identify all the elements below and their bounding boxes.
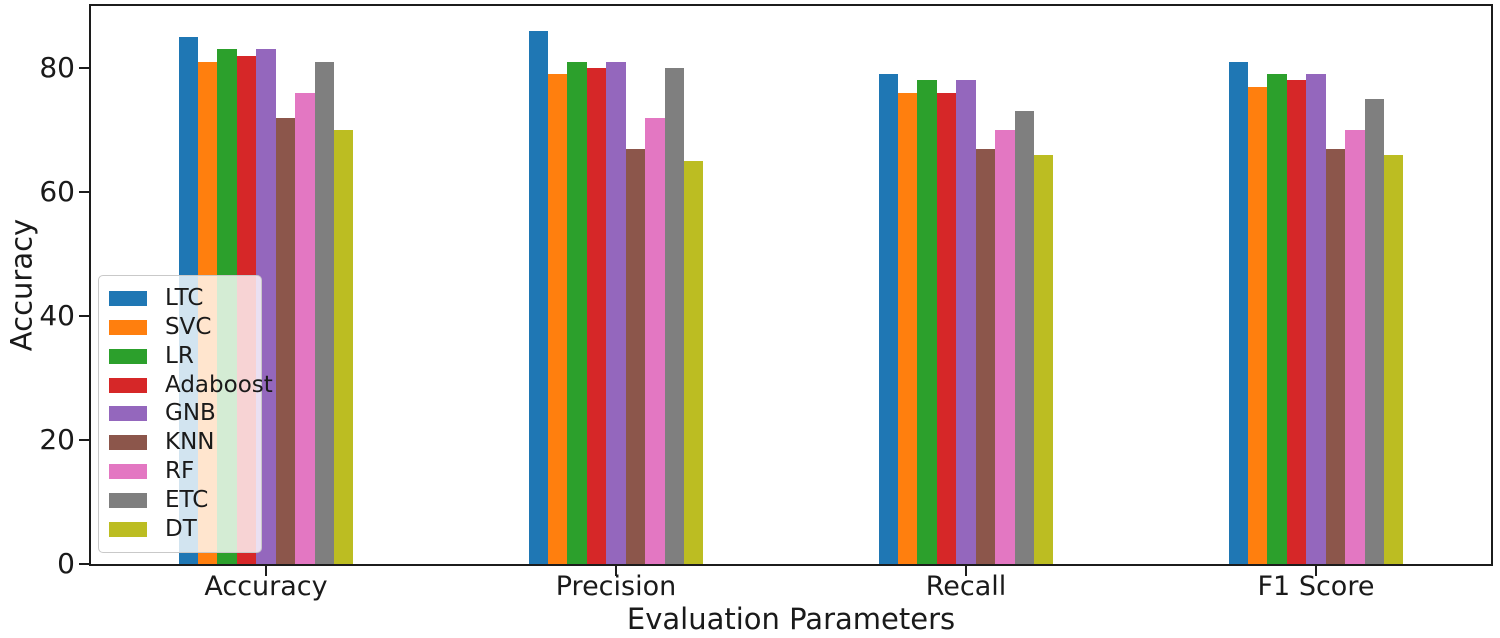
legend-item-svc: SVC [109,313,251,340]
bar-rf-accuracy [295,92,315,564]
y-tick-label-60: 60 [39,175,75,208]
bar-rf-recall [995,130,1015,564]
bar-knn-precision [625,148,646,564]
bar-knn-f1-score [1325,148,1346,564]
legend-swatch-icon [109,290,147,306]
bar-adaboost-precision [586,68,607,564]
legend-item-dt: DT [109,518,251,541]
y-tick-mark [79,439,89,441]
legend-item-gnb: GNB [109,402,251,425]
bar-dt-accuracy [334,130,354,564]
bar-groups-container [91,6,1491,564]
x-tick-mark [615,566,617,576]
bar-gnb-precision [606,61,626,564]
y-tick-mark [79,315,89,317]
bar-rf-precision [645,117,665,564]
legend-item-knn: KNN [109,431,251,454]
x-tick-label-recall: Recall [925,571,1007,602]
bar-etc-precision [664,68,684,564]
bar-lr-recall [917,80,937,564]
bar-lr-precision [567,61,587,564]
y-tick-label-40: 40 [39,299,75,333]
x-tick-label-accuracy: Accuracy [204,571,328,602]
x-tick-label-precision: Precision [555,571,677,602]
legend-swatch-icon [109,464,147,480]
y-tick-label-0: 0 [57,547,75,580]
legend-label: GNB [165,400,216,427]
bar-knn-recall [975,148,996,564]
bar-svc-recall [897,92,918,564]
bar-ltc-recall [878,74,898,564]
y-tick-mark [79,563,89,565]
bar-cluster [528,6,704,564]
bar-gnb-f1-score [1306,74,1326,564]
legend-swatch-icon [109,348,147,364]
legend-swatch-icon [109,406,147,422]
legend-label: SVC [165,313,212,340]
y-axis-tick-labels: 0 20 40 60 80 [0,6,75,578]
bar-knn-accuracy [275,117,296,564]
bar-group-f1-score [1141,6,1491,564]
legend-label: Adaboost [165,371,273,398]
x-axis-label: Evaluation Parameters [626,602,956,636]
bar-svc-f1-score [1247,86,1268,564]
bar-adaboost-recall [936,92,957,564]
bar-etc-f1-score [1364,99,1384,564]
y-tick-label-80: 80 [39,51,75,84]
bar-lr-f1-score [1267,74,1287,564]
bar-ltc-precision [528,30,548,564]
legend-item-etc: ETC [109,489,251,512]
legend-swatch-icon [109,377,147,393]
legend-swatch-icon [109,493,147,509]
bar-svc-precision [547,74,568,564]
bar-cluster [1228,6,1404,564]
legend-label: LR [165,342,194,369]
bar-group-precision [441,6,791,564]
legend-item-ltc: LTC [109,284,251,311]
bar-dt-precision [684,161,704,564]
legend-swatch-icon [109,319,147,335]
legend-item-lr: LR [109,342,251,369]
legend-label: DT [165,516,197,543]
legend-swatch-icon [109,435,147,451]
legend-item-rf: RF [109,460,251,483]
bar-cluster [878,6,1054,564]
bar-ltc-f1-score [1228,61,1248,564]
x-tick-mark [265,566,267,576]
legend-label: RF [165,458,195,485]
bar-gnb-recall [956,80,976,564]
y-axis-label: Accuracy [4,218,39,352]
bar-dt-f1-score [1384,154,1404,564]
x-tick-mark [965,566,967,576]
plot-area: LTC SVC LR Adaboost GNB KNN RF ETC DT [89,4,1493,566]
bar-dt-recall [1034,154,1054,564]
legend-item-adaboost: Adaboost [109,373,273,397]
x-axis-tick-labels: Accuracy Precision Recall F1 Score [91,572,1491,606]
bar-etc-accuracy [314,61,334,564]
y-tick-label-20: 20 [39,423,75,457]
bar-rf-f1-score [1345,130,1365,564]
legend: LTC SVC LR Adaboost GNB KNN RF ETC DT [98,275,273,553]
y-tick-mark [79,67,89,69]
x-tick-mark [1315,566,1317,576]
x-tick-label-f1-score: F1 Score [1257,571,1375,602]
bar-adaboost-f1-score [1286,80,1307,564]
y-tick-mark [79,191,89,193]
bar-group-recall [791,6,1141,564]
legend-label: KNN [165,429,215,456]
bar-etc-recall [1014,111,1034,564]
legend-label: ETC [165,487,209,514]
legend-label: LTC [165,284,204,311]
legend-swatch-icon [109,522,147,538]
